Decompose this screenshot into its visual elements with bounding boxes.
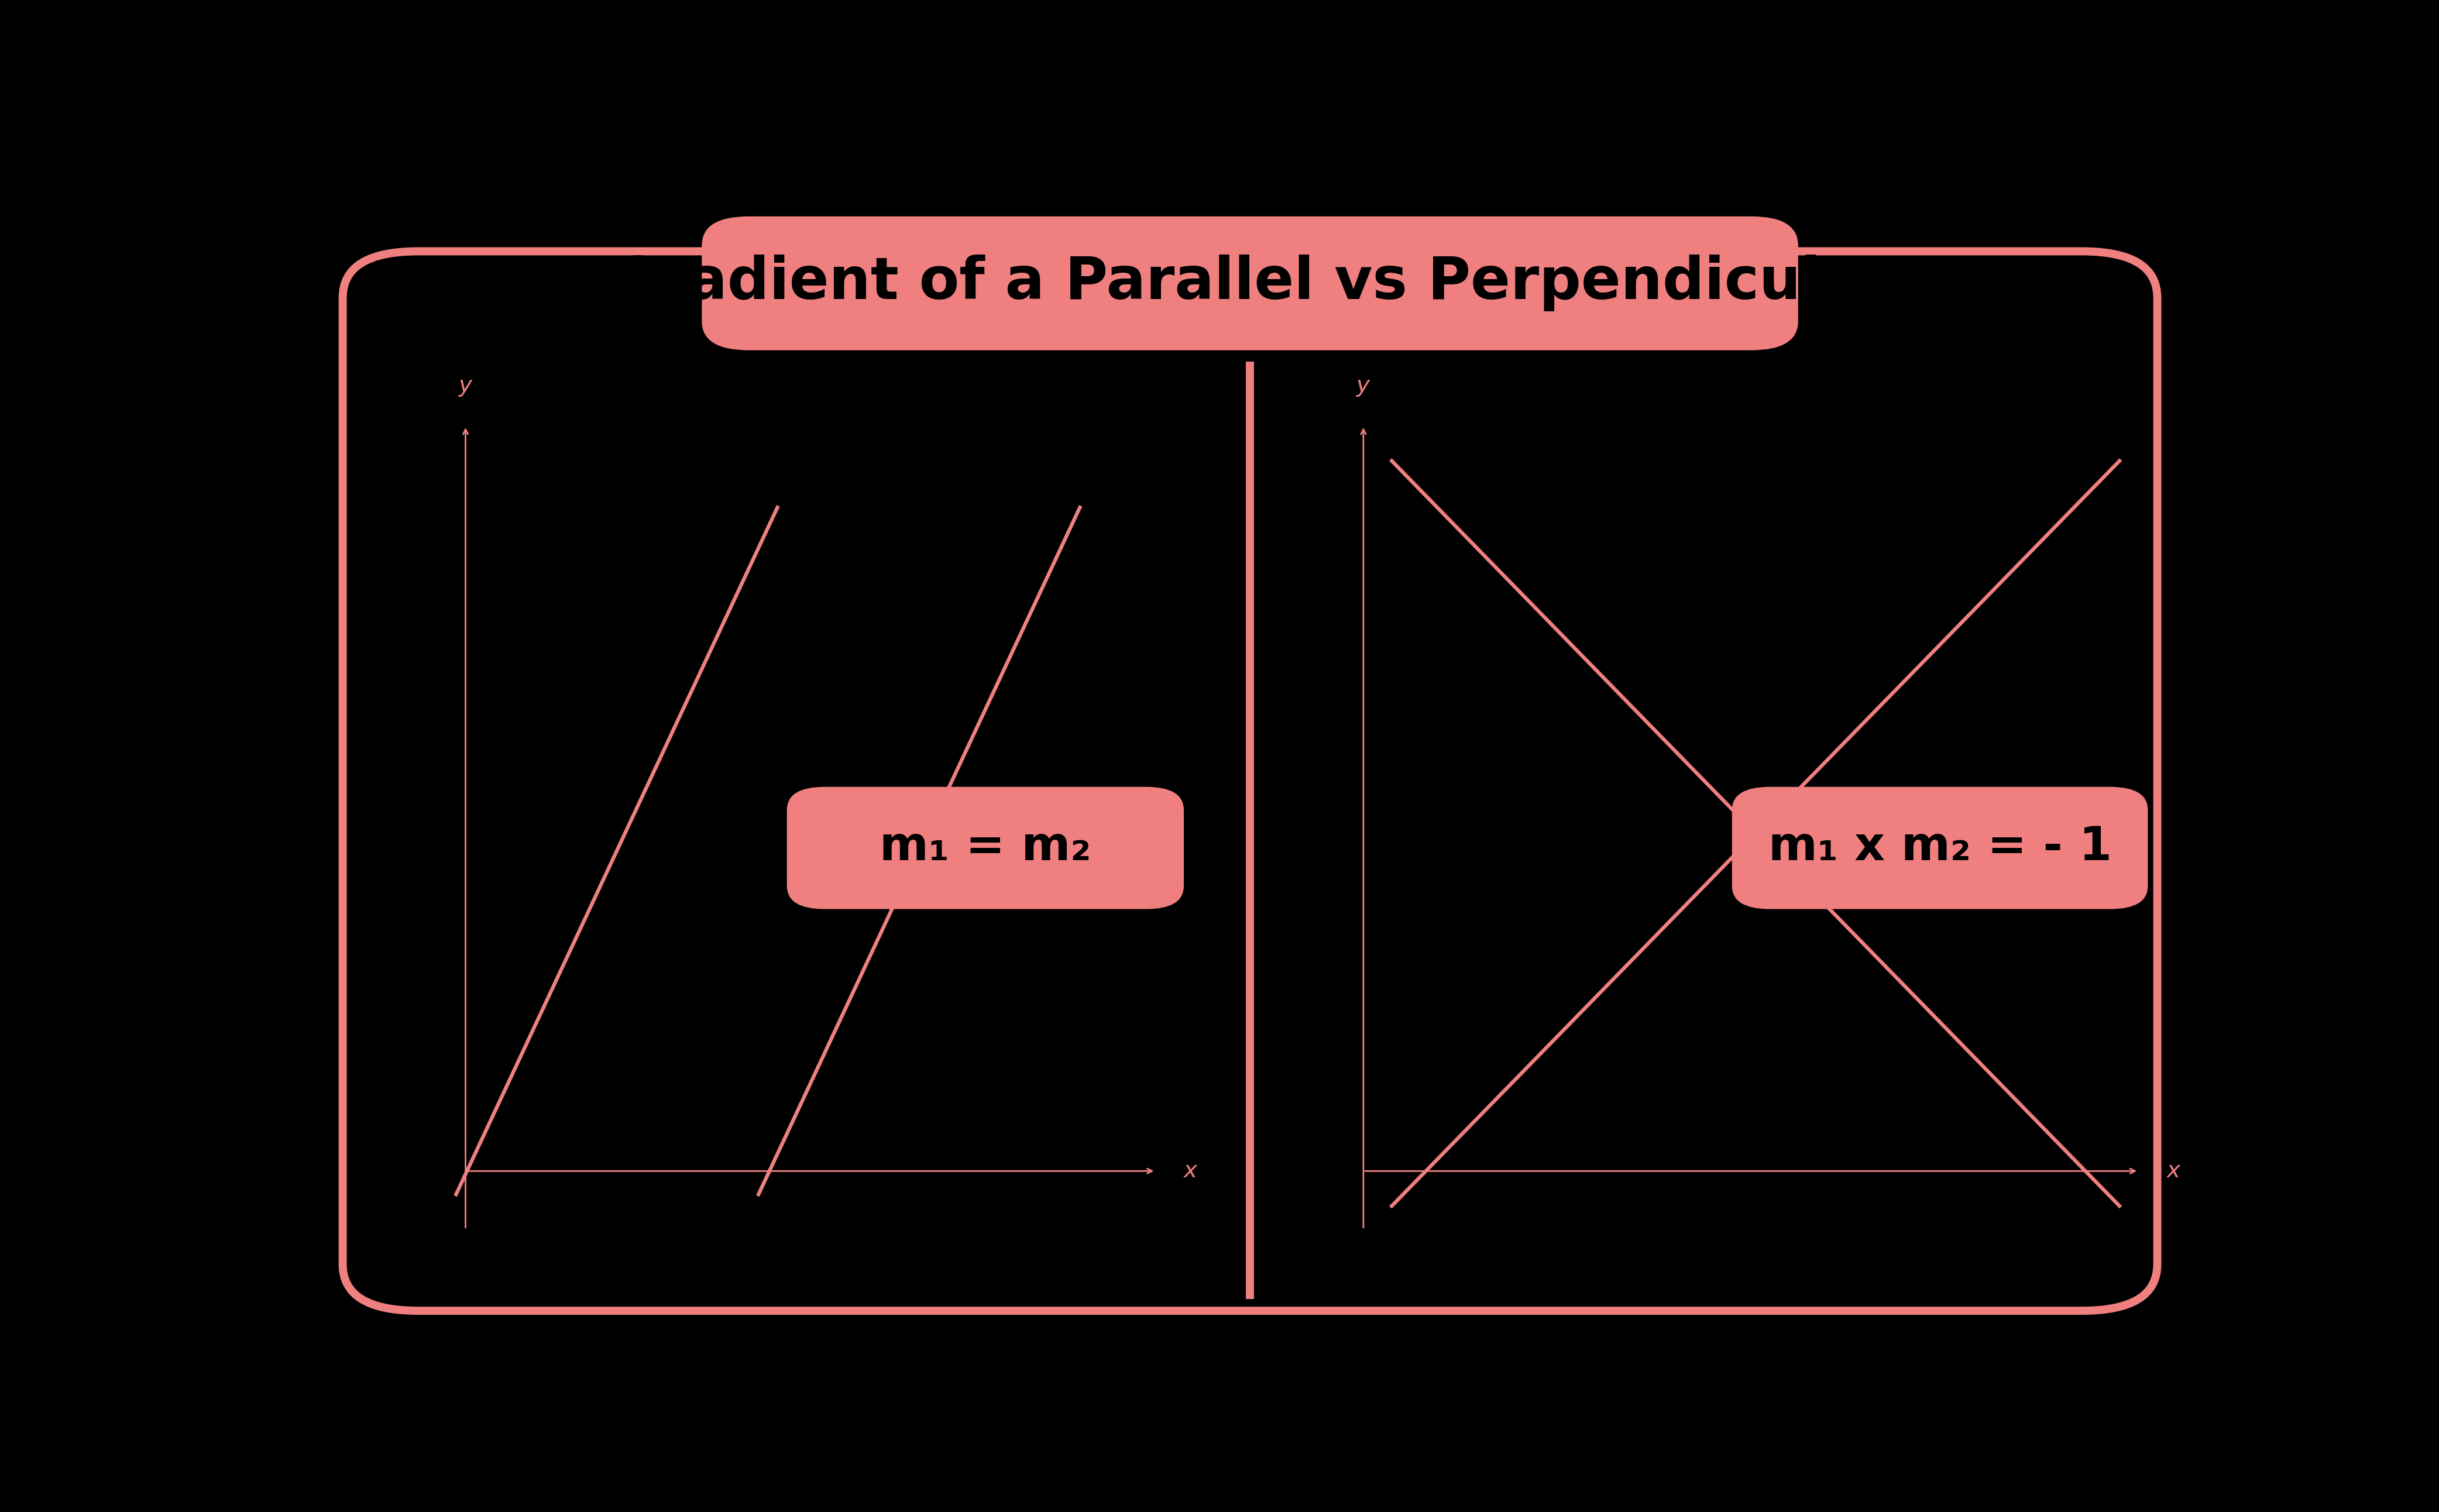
Text: x: x — [2166, 1160, 2180, 1182]
Text: Gradient of a Parallel vs Perpendicular: Gradient of a Parallel vs Perpendicular — [610, 254, 1890, 311]
FancyBboxPatch shape — [788, 786, 1183, 909]
Text: y: y — [1356, 375, 1371, 396]
Text: m₁ x m₂ = - 1: m₁ x m₂ = - 1 — [1768, 824, 2112, 871]
FancyBboxPatch shape — [702, 216, 1798, 351]
Text: m₁ = m₂: m₁ = m₂ — [880, 824, 1090, 871]
FancyBboxPatch shape — [341, 251, 2156, 1311]
Text: x: x — [1183, 1160, 1198, 1182]
Text: y: y — [459, 375, 473, 396]
FancyBboxPatch shape — [1732, 786, 2149, 909]
